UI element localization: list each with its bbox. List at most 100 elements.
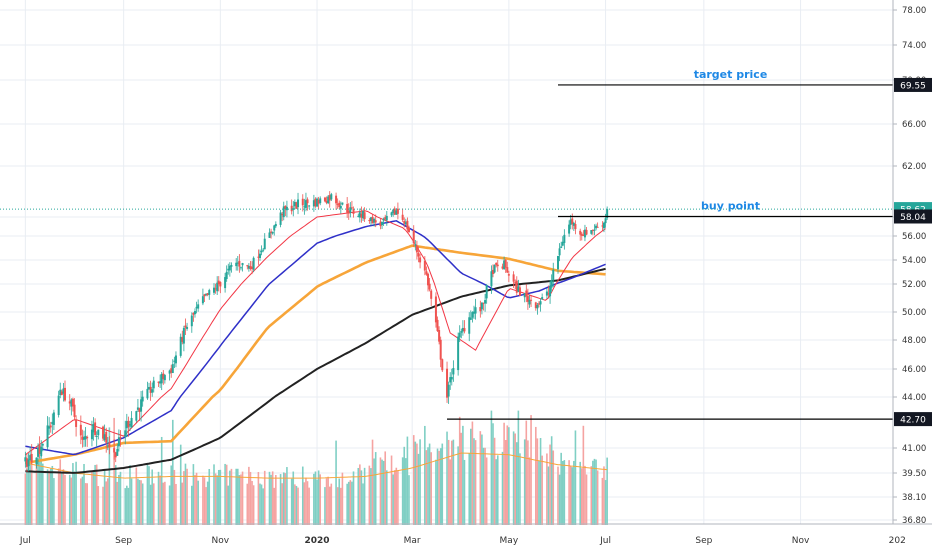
candle-body	[474, 307, 477, 314]
volume-bar	[458, 416, 461, 525]
candle-body	[38, 445, 41, 454]
candle-body	[374, 220, 377, 223]
volume-bar	[460, 432, 463, 525]
volume-bar	[347, 481, 350, 525]
candle-body	[197, 304, 200, 309]
candle-body	[157, 381, 160, 383]
volume-bar	[208, 469, 211, 525]
volume-bar	[51, 465, 54, 525]
volume-bar	[324, 487, 326, 525]
x-tick-label: Nov	[792, 536, 810, 546]
volume-bar	[519, 453, 521, 525]
candle-body	[262, 249, 265, 251]
volume-bar	[146, 464, 149, 525]
candle-body	[558, 248, 561, 256]
candle-body	[363, 212, 366, 220]
volume-bar	[95, 464, 98, 525]
volume-bar	[279, 474, 282, 525]
volume-bar	[508, 427, 510, 525]
volume-bar	[479, 431, 482, 525]
candle-body	[303, 206, 306, 208]
candle-body	[552, 269, 555, 281]
candle-body	[159, 381, 162, 384]
volume-bar	[230, 468, 233, 525]
candle-body	[434, 296, 437, 323]
volume-bar	[561, 460, 564, 525]
x-tick-label: Nov	[212, 536, 230, 546]
candle-body	[515, 280, 518, 293]
candle-body	[504, 259, 507, 268]
volume-bar	[173, 469, 176, 525]
candle-body	[40, 446, 43, 456]
volume-bar	[595, 459, 597, 525]
candle-body	[113, 448, 116, 453]
y-tick-label: 78.00	[902, 6, 926, 16]
volume-bar	[550, 436, 553, 525]
volume-bar	[229, 470, 231, 525]
volume-bar	[308, 487, 310, 525]
price-tag-69-55	[894, 77, 932, 92]
candle-body	[346, 203, 349, 213]
volume-bar	[305, 477, 307, 525]
volume-bar	[129, 465, 131, 525]
candle-body	[29, 455, 32, 461]
candle-body	[46, 425, 49, 448]
candle-body	[472, 311, 475, 314]
volume-bar	[257, 471, 260, 525]
volume-bar	[246, 483, 249, 525]
volume-bar	[401, 457, 404, 525]
candle-body	[595, 225, 598, 229]
candle-body	[441, 359, 444, 371]
volume-bar	[549, 444, 551, 525]
y-tick-label: 44.00	[902, 393, 926, 403]
candle-body	[214, 288, 217, 290]
volume-bar	[523, 439, 526, 525]
candle-body	[404, 222, 407, 225]
volume-bar	[57, 468, 60, 525]
volume-bar	[335, 440, 337, 525]
volume-bar	[393, 470, 396, 525]
volume-bar	[281, 483, 283, 525]
candle-body	[572, 222, 575, 226]
candle-body	[281, 214, 284, 216]
candle-body	[138, 408, 141, 412]
annotations: target price buy point	[0, 68, 893, 420]
candle-body	[73, 404, 76, 417]
volume-bar	[452, 439, 455, 525]
candle-body	[449, 377, 452, 383]
ma-line-ma_short	[25, 210, 606, 456]
candle-body	[403, 220, 406, 224]
volume-bar	[568, 460, 570, 525]
y-tick-label: 48.00	[902, 336, 926, 346]
volume-bar	[370, 468, 372, 525]
candle-body	[114, 452, 117, 458]
volume-bar	[62, 469, 65, 525]
y-tick-label: 52.00	[902, 280, 926, 290]
candle-body	[350, 207, 353, 209]
candle-body	[48, 426, 51, 429]
volume-bar	[271, 471, 274, 525]
volume-bar	[227, 485, 230, 525]
candle-body	[60, 391, 63, 395]
candle-body	[102, 426, 105, 439]
volume-bar	[327, 476, 329, 525]
candle-body	[173, 360, 176, 362]
volume-bar	[116, 481, 119, 525]
volume-bar	[373, 458, 375, 525]
volume-bar	[606, 457, 608, 525]
volume-bar	[303, 482, 306, 525]
volume-bar	[184, 463, 187, 525]
volume-bar	[68, 474, 71, 525]
candle-body	[227, 268, 230, 271]
volume-bar	[273, 487, 276, 525]
volume-bar	[236, 468, 239, 525]
candle-body	[541, 297, 544, 300]
x-tick-label: Jul	[599, 536, 611, 546]
candle-body	[258, 253, 261, 258]
volume-bar	[91, 470, 93, 525]
volume-bar	[35, 459, 38, 525]
candle-body	[25, 458, 28, 467]
volume-bar	[42, 463, 44, 525]
candle-body	[140, 399, 143, 412]
